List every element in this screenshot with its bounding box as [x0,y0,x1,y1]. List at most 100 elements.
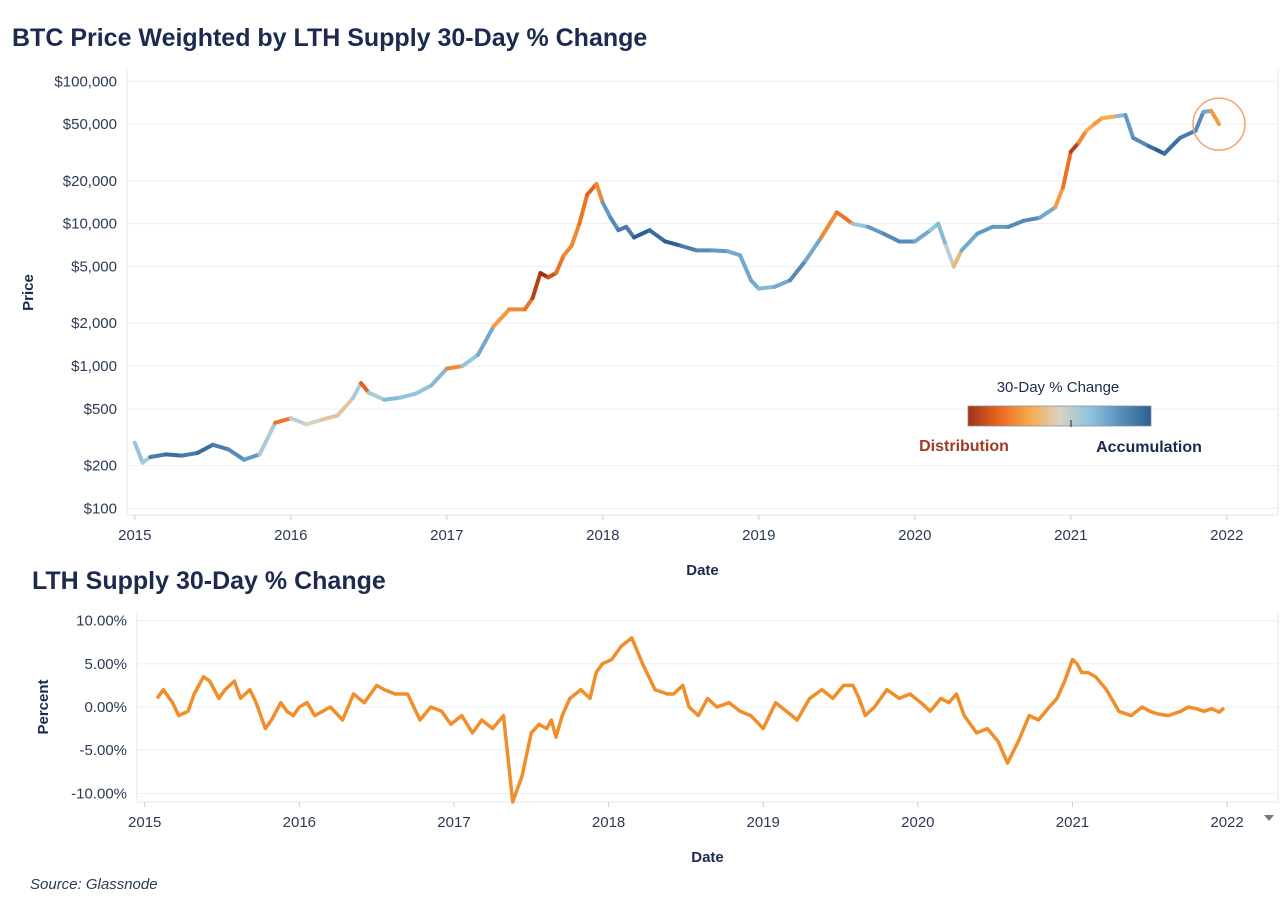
percent-x-tick-label: 2018 [592,814,625,831]
price-line-segment [1076,128,1089,145]
sub-chart-title: LTH Supply 30-Day % Change [32,567,386,595]
price-y-tick-label: $1,000 [71,358,117,375]
price-line-segment [335,395,356,418]
price-line-segment [585,181,599,197]
price-x-axis-title: Date [686,562,719,579]
price-line-segment [608,215,621,233]
price-line-segment [1061,149,1073,190]
percent-y-axis-title: Percent [35,679,52,734]
price-line-segment [1022,215,1042,223]
price-line-segment [1209,108,1221,127]
price-line-segment [1053,185,1065,210]
price-line-segment [1162,135,1182,156]
percent-x-tick-label: 2020 [901,814,934,831]
price-line-segment [1193,109,1206,133]
price-line-segment [561,243,574,258]
percent-y-tick-label: -10.00% [71,785,127,802]
price-line-segment [320,413,340,422]
price-line-segment [242,452,262,462]
price-x-tick-label: 2022 [1210,527,1243,544]
price-x-tick-label: 2021 [1054,527,1087,544]
price-line-segment [577,192,590,226]
percent-x-tick-label: 2019 [747,814,780,831]
price-line-segment [359,381,371,395]
price-line-segment [647,228,668,244]
price-line-segment [866,224,886,236]
percent-x-tick-label: 2017 [437,814,470,831]
price-line-segment [624,224,636,240]
price-x-tick-label: 2017 [430,527,463,544]
price-line-segment [530,271,543,301]
price-line-segment [210,442,231,452]
price-line-segment [850,221,870,229]
price-line-segment [148,452,168,459]
price-line-segment [164,452,184,458]
price-line-segment [803,235,824,263]
price-line-segment [257,420,278,457]
price-x-tick-label: 2018 [586,527,619,544]
price-line-segment [951,248,964,269]
price-line-segment [491,307,512,329]
color-legend: 30-Day % Change Distribution Accumulatio… [919,379,1202,456]
legend-title: 30-Day % Change [997,379,1120,396]
price-line-segment [304,417,324,427]
price-x-tick-label: 2019 [742,527,775,544]
price-x-tick-label: 2016 [274,527,307,544]
price-line-segment [1037,205,1058,220]
price-line-segment [273,416,293,425]
price-line-segment [132,440,145,465]
price-line-segment [413,383,434,396]
price-line-segment [819,210,839,240]
price-line-segment [975,224,995,236]
percent-chart: 10.00% 5.00% 0.00% -5.00% -10.00%2015 2016 201… [35,612,1279,866]
price-line-segment [444,364,465,371]
price-y-tick-label: $100,000 [54,73,117,90]
price-line-segment [1006,218,1026,229]
price-line-segment [756,284,777,291]
price-line-segment [738,253,753,283]
price-y-tick-label: $10,000 [63,216,117,233]
price-line-segment [569,221,582,248]
price-line-segment [476,324,496,357]
price-line-segment [460,352,480,369]
price-line-segment [1178,128,1198,140]
percent-x-tick-label: 2021 [1056,814,1089,831]
price-line-segment [366,390,387,402]
price-line-segment [663,239,683,248]
price-line-segment [710,248,730,254]
percent-change-line [155,636,1226,804]
price-line-segment [936,221,948,248]
price-line-segment [594,181,605,205]
percent-y-tick-label: -5.00% [79,742,127,759]
percent-x-tick-label: 2016 [283,814,316,831]
price-line-segment [725,249,743,258]
price-line-segment [382,395,402,402]
price-line-segment [959,231,980,253]
price-line-segment [554,253,566,276]
legend-gradient-bar [967,405,1152,427]
price-line-segment [1100,114,1120,121]
price-line-segment [179,451,200,458]
percent-x-tick-label: 2022 [1210,814,1243,831]
price-line-segment [678,243,699,253]
price-line-segment [912,228,933,244]
price-y-tick-label: $200 [84,458,117,475]
price-line-segment [195,442,215,456]
menu-caret-icon[interactable] [1264,815,1274,821]
percent-y-tick-label: 5.00% [84,656,127,673]
price-line-segment [351,381,363,400]
price-line-segment [944,243,956,269]
price-line-segment [522,296,535,312]
highlight-circle [1192,97,1246,151]
price-y-tick-label: $500 [84,401,117,418]
main-chart-title: BTC Price Weighted by LTH Supply 30-Day … [12,24,648,52]
price-y-tick-label: $50,000 [63,116,117,133]
price-line-segment [398,391,418,400]
legend-distribution-label: Distribution [919,438,1009,455]
percent-y-tick-label: 10.00% [76,613,127,630]
price-line-segment [632,228,652,240]
price-x-tick-label: 2020 [898,527,931,544]
price-y-axis-title: Price [20,274,37,311]
percent-y-tick-label: 0.00% [84,699,127,716]
price-line-segment [226,447,246,462]
